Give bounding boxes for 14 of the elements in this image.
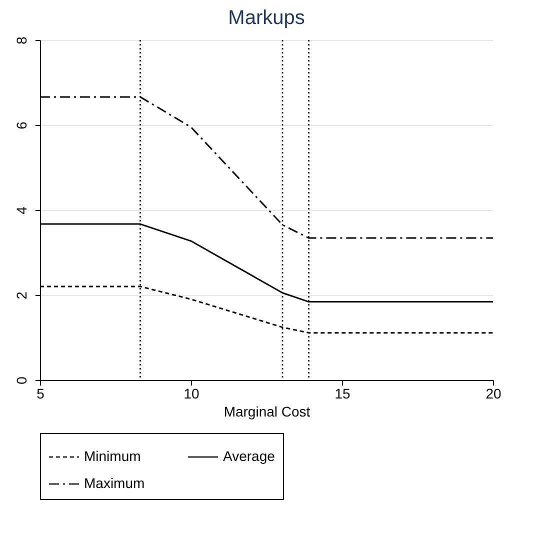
legend-label: Average <box>223 448 276 464</box>
x-tick-label: 15 <box>334 386 350 402</box>
x-tick-label: 20 <box>486 386 502 402</box>
y-tick-label: 4 <box>14 206 30 214</box>
x-tick-label: 10 <box>184 386 200 402</box>
y-tick-label: 2 <box>14 291 30 300</box>
y-tick-label: 0 <box>14 376 30 384</box>
legend-label: Minimum <box>84 448 141 464</box>
x-axis-title: Marginal Cost <box>224 404 310 420</box>
y-tick-label: 6 <box>14 121 30 130</box>
x-tick-label: 5 <box>36 386 45 402</box>
legend-label: Maximum <box>84 475 145 491</box>
chart-title: Markups <box>228 7 305 30</box>
y-tick-label: 8 <box>14 36 30 44</box>
